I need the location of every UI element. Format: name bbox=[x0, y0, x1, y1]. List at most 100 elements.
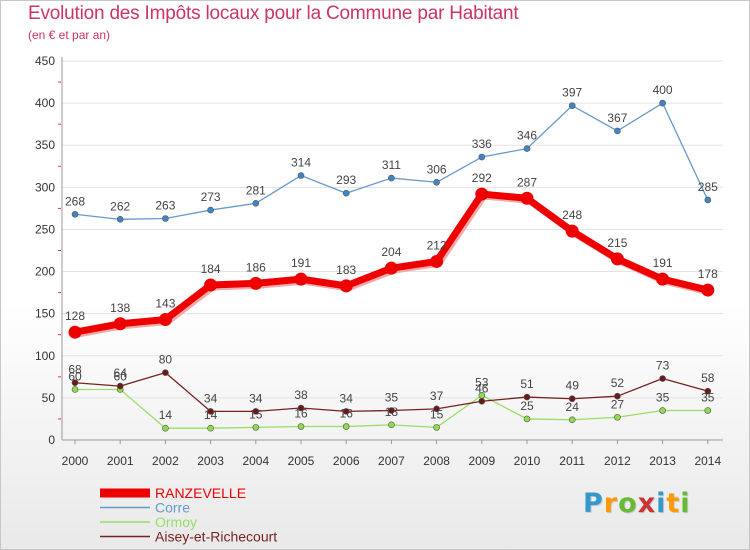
point-aisey-et-richecourt bbox=[478, 397, 486, 405]
x-tick-label: 2000 bbox=[62, 454, 89, 468]
logo-letter: x bbox=[637, 488, 657, 519]
point-ranzevelle bbox=[158, 313, 172, 327]
data-label-aisey-et-richecourt: 64 bbox=[114, 366, 128, 380]
point-ormoy bbox=[659, 407, 666, 414]
data-label-ormoy: 35 bbox=[656, 391, 670, 405]
data-label-corre: 285 bbox=[698, 180, 718, 194]
data-label-aisey-et-richecourt: 38 bbox=[294, 388, 308, 402]
data-label-ranzevelle: 186 bbox=[246, 260, 266, 274]
x-tick-label: 2006 bbox=[333, 454, 360, 468]
point-corre bbox=[433, 178, 440, 186]
point-ranzevelle bbox=[475, 187, 489, 201]
point-aisey-et-richecourt bbox=[252, 408, 260, 415]
data-label-corre: 263 bbox=[155, 198, 175, 212]
x-tick-label: 2003 bbox=[197, 454, 224, 468]
point-corre bbox=[478, 153, 486, 161]
legend-label-corre: Corre bbox=[155, 500, 190, 516]
point-ranzevelle bbox=[656, 272, 670, 286]
data-label-ormoy: 16 bbox=[294, 407, 308, 421]
data-label-corre: 314 bbox=[291, 156, 311, 170]
data-label-ranzevelle: 183 bbox=[336, 263, 356, 277]
data-label-ranzevelle: 204 bbox=[381, 245, 401, 259]
y-tick-label: 300 bbox=[35, 180, 55, 194]
point-corre bbox=[162, 215, 169, 222]
x-tick-label: 2008 bbox=[423, 454, 450, 468]
x-tick-label: 2007 bbox=[378, 454, 405, 468]
point-aisey-et-richecourt bbox=[297, 404, 305, 412]
point-corre bbox=[704, 196, 712, 204]
y-tick-label: 400 bbox=[35, 96, 55, 110]
y-tick-label: 0 bbox=[48, 433, 55, 447]
data-label-corre: 268 bbox=[65, 194, 85, 208]
point-corre bbox=[207, 206, 214, 214]
point-aisey-et-richecourt bbox=[614, 392, 621, 400]
point-ranzevelle bbox=[249, 276, 263, 290]
point-corre bbox=[297, 172, 305, 179]
data-label-corre: 346 bbox=[517, 129, 537, 143]
point-ranzevelle bbox=[610, 252, 624, 266]
data-label-ranzevelle: 143 bbox=[155, 297, 175, 311]
point-corre bbox=[614, 127, 621, 135]
point-corre bbox=[252, 200, 260, 207]
data-label-ormoy: 24 bbox=[566, 400, 580, 414]
data-label-aisey-et-richecourt: 34 bbox=[340, 391, 354, 405]
data-label-aisey-et-richecourt: 58 bbox=[701, 371, 715, 385]
x-tick-label: 2010 bbox=[514, 454, 541, 468]
point-ranzevelle bbox=[565, 224, 579, 238]
data-label-corre: 273 bbox=[201, 190, 221, 204]
data-label-aisey-et-richecourt: 51 bbox=[520, 377, 534, 391]
point-corre bbox=[568, 102, 576, 109]
data-label-aisey-et-richecourt: 34 bbox=[249, 391, 263, 405]
data-label-corre: 311 bbox=[382, 158, 401, 172]
data-label-corre: 293 bbox=[336, 173, 356, 187]
point-corre bbox=[523, 145, 531, 152]
data-label-corre: 400 bbox=[653, 83, 673, 97]
legend-label-aisey-et-richecourt: Aisey-et-Richecourt bbox=[155, 529, 277, 545]
logo-letter: o bbox=[618, 488, 638, 519]
x-tick-label: 2011 bbox=[559, 454, 585, 468]
data-label-aisey-et-richecourt: 35 bbox=[385, 391, 399, 405]
point-ormoy bbox=[252, 424, 260, 431]
point-corre bbox=[71, 210, 79, 218]
legend-label-ormoy: Ormoy bbox=[155, 514, 197, 530]
data-label-aisey-et-richecourt: 34 bbox=[204, 391, 218, 405]
data-label-aisey-et-richecourt: 52 bbox=[611, 376, 625, 390]
data-label-aisey-et-richecourt: 73 bbox=[656, 359, 670, 373]
point-corre bbox=[116, 216, 124, 223]
data-label-ormoy: 15 bbox=[430, 407, 444, 421]
logo-letter: i bbox=[656, 488, 667, 519]
y-tick-label: 50 bbox=[42, 391, 56, 405]
data-label-ormoy: 27 bbox=[611, 397, 625, 411]
point-ranzevelle bbox=[384, 261, 398, 275]
legend-label-ranzevelle: RANZEVELLE bbox=[155, 485, 246, 501]
x-tick-label: 2005 bbox=[288, 454, 315, 468]
data-label-ranzevelle: 191 bbox=[291, 256, 311, 270]
y-tick-label: 100 bbox=[35, 349, 55, 363]
point-ranzevelle bbox=[204, 278, 218, 292]
data-label-corre: 262 bbox=[110, 199, 130, 213]
point-ranzevelle bbox=[339, 279, 353, 293]
point-ormoy bbox=[71, 386, 79, 393]
data-label-ormoy: 53 bbox=[475, 375, 489, 389]
chart-title: Evolution des Impôts locaux pour la Comm… bbox=[28, 3, 519, 24]
point-ormoy bbox=[342, 423, 350, 430]
data-label-ranzevelle: 212 bbox=[427, 238, 447, 252]
data-label-ormoy: 35 bbox=[701, 391, 715, 405]
point-aisey-et-richecourt bbox=[116, 382, 124, 390]
point-ranzevelle bbox=[701, 283, 715, 297]
point-corre bbox=[388, 174, 395, 182]
x-tick-label: 2004 bbox=[242, 454, 269, 468]
point-ranzevelle bbox=[430, 254, 444, 268]
y-tick-label: 250 bbox=[35, 222, 55, 236]
point-aisey-et-richecourt bbox=[342, 408, 350, 415]
data-label-ranzevelle: 128 bbox=[65, 309, 85, 323]
x-tick-label: 2001 bbox=[107, 454, 134, 468]
point-ranzevelle bbox=[68, 325, 82, 339]
point-ormoy bbox=[162, 424, 169, 432]
point-ormoy bbox=[704, 407, 712, 414]
data-label-aisey-et-richecourt: 46 bbox=[475, 381, 489, 395]
data-label-corre: 281 bbox=[246, 183, 266, 197]
data-label-aisey-et-richecourt: 80 bbox=[159, 353, 173, 367]
data-label-ranzevelle: 178 bbox=[698, 267, 718, 281]
point-aisey-et-richecourt bbox=[659, 375, 666, 382]
